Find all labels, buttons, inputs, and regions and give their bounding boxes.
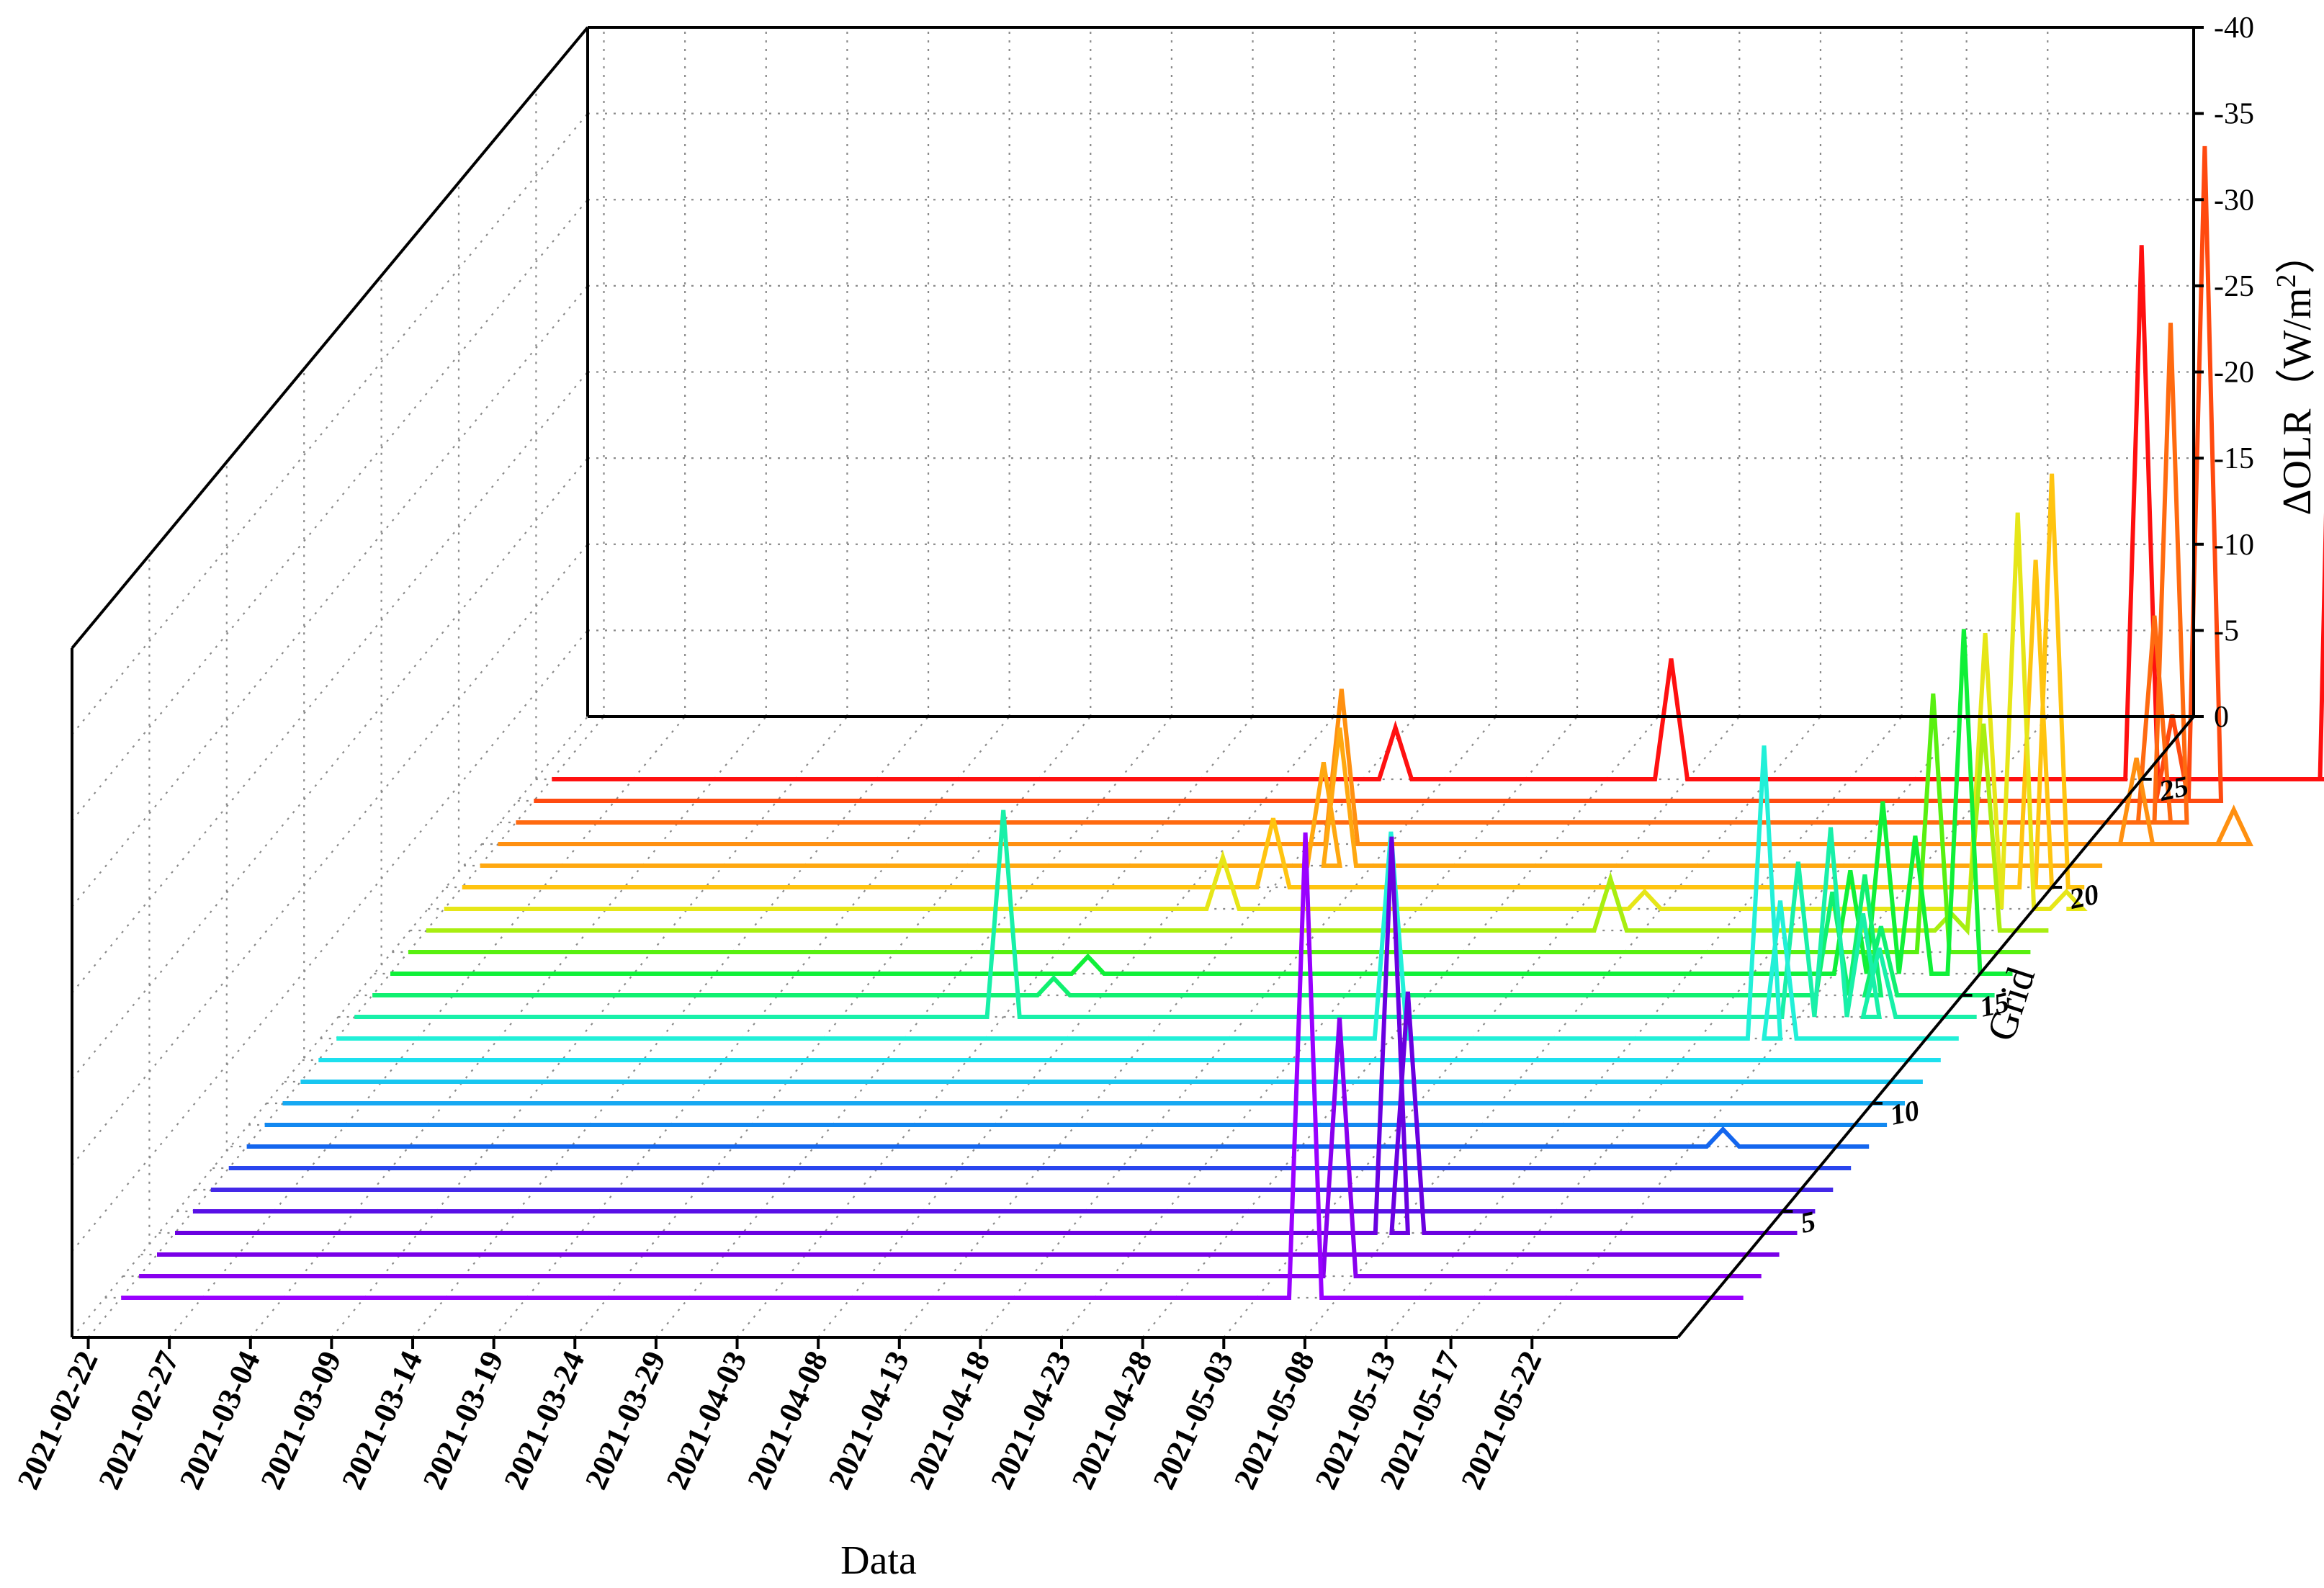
floor-grid-line	[1385, 716, 1903, 1338]
floor-grid-line	[979, 716, 1497, 1338]
floor-grid-line	[574, 716, 1092, 1338]
x-tick-label: 2021-03-09	[254, 1346, 348, 1495]
z-axis-title-sup: 2	[2271, 274, 2302, 288]
x-tick-label: 2021-02-27	[91, 1346, 186, 1495]
x-tick-label: 2021-05-08	[1227, 1346, 1322, 1495]
series-lines	[121, 145, 2324, 1300]
x-tick-label: 2021-04-23	[984, 1346, 1078, 1495]
x-axis-title: Data	[840, 1538, 917, 1583]
floor-grid-line	[493, 716, 1010, 1338]
floor-grid-line	[169, 716, 686, 1338]
z-tick-labels: 0 -5 -10 -15 -20 -25 -30 -35 -40	[2194, 12, 2254, 734]
z-tick-label: -20	[2214, 356, 2254, 390]
floor-grid-line	[1450, 716, 1968, 1338]
x-tick-label: 2021-05-22	[1454, 1346, 1548, 1495]
sidewall-z-grid-line	[71, 285, 588, 907]
x-tick-label: 2021-03-14	[335, 1346, 429, 1495]
series-line-grid-18	[426, 723, 2049, 936]
x-tick-label: 2021-04-18	[902, 1346, 997, 1495]
z-tick-label: -30	[2214, 184, 2254, 217]
x-tick-label: 2021-03-19	[416, 1346, 511, 1495]
x-tick-label: 2021-03-24	[497, 1346, 591, 1495]
x-tick-label: 2021-04-08	[740, 1346, 835, 1495]
frame-edge	[1677, 715, 2195, 1339]
series-line-grid-13	[336, 745, 1959, 1041]
floor-grid-line	[87, 716, 605, 1338]
series-line-grid-2	[139, 1017, 1762, 1278]
series-line-grid-19	[444, 512, 2088, 911]
floor-grid-line	[1223, 716, 1741, 1338]
z-axis-title-end: ）	[2275, 234, 2320, 274]
x-tick-label: 2021-03-29	[578, 1346, 673, 1495]
floor-grid-line	[249, 716, 767, 1338]
grid-dotted-lines	[71, 26, 2194, 1338]
x-tick-label: 2021-04-28	[1065, 1346, 1159, 1495]
x-tick-label: 2021-02-22	[10, 1346, 104, 1495]
floor-grid-line	[412, 716, 929, 1338]
z-tick-label: -10	[2214, 529, 2254, 562]
series-line-grid-16	[390, 629, 2013, 976]
series-line-grid-1	[121, 832, 1744, 1300]
x-tick-label: 2021-04-03	[659, 1346, 753, 1495]
x-tick-labels: 2021-02-222021-02-272021-03-042021-03-09…	[10, 1337, 1548, 1494]
series-line-grid-4	[175, 836, 1798, 1235]
floor-grid-line	[817, 716, 1335, 1338]
axes-frame	[71, 26, 2195, 1339]
z-tick-label: -40	[2214, 12, 2254, 45]
z-tick-label: -35	[2214, 98, 2254, 131]
frame-edge	[71, 26, 589, 650]
grid-tick-label: 5	[1798, 1205, 1818, 1239]
series-line-grid-14	[354, 809, 1977, 1019]
series-line-grid-20	[462, 473, 2085, 889]
series-line-grid-8	[246, 1126, 1870, 1149]
grid-tick-label: 10	[1887, 1093, 1921, 1131]
floor-grid-line	[331, 716, 848, 1338]
sidewall-z-grid-line	[71, 199, 588, 821]
z-tick-label: -5	[2214, 614, 2239, 647]
floor-grid-line	[655, 716, 1172, 1338]
grid-tick-label: 25	[2155, 769, 2191, 807]
x-tick-label: 2021-04-13	[822, 1346, 916, 1495]
x-tick-label: 2021-03-04	[173, 1346, 267, 1495]
series-line-grid-21	[480, 727, 2103, 868]
z-tick-label: -25	[2214, 270, 2254, 303]
z-tick-label: -15	[2214, 442, 2254, 475]
x-tick-label: 2021-05-03	[1146, 1346, 1240, 1495]
z-axis-title: ΔOLR（W/m2）	[2271, 234, 2320, 516]
z-axis-title-main: ΔOLR（W/m	[2275, 288, 2320, 516]
grid-tick-labels: 5 10 15 20 25	[1782, 769, 2191, 1239]
sidewall-z-grid-line	[71, 112, 588, 735]
grid-tick-label: 20	[2066, 877, 2101, 915]
series-line-grid-17	[408, 693, 2031, 954]
floor-grid-line	[736, 716, 1254, 1338]
z-tick-label: 0	[2214, 701, 2229, 734]
grid-tick-label: 15	[1977, 985, 2011, 1023]
series-line-grid-25	[552, 245, 2324, 781]
